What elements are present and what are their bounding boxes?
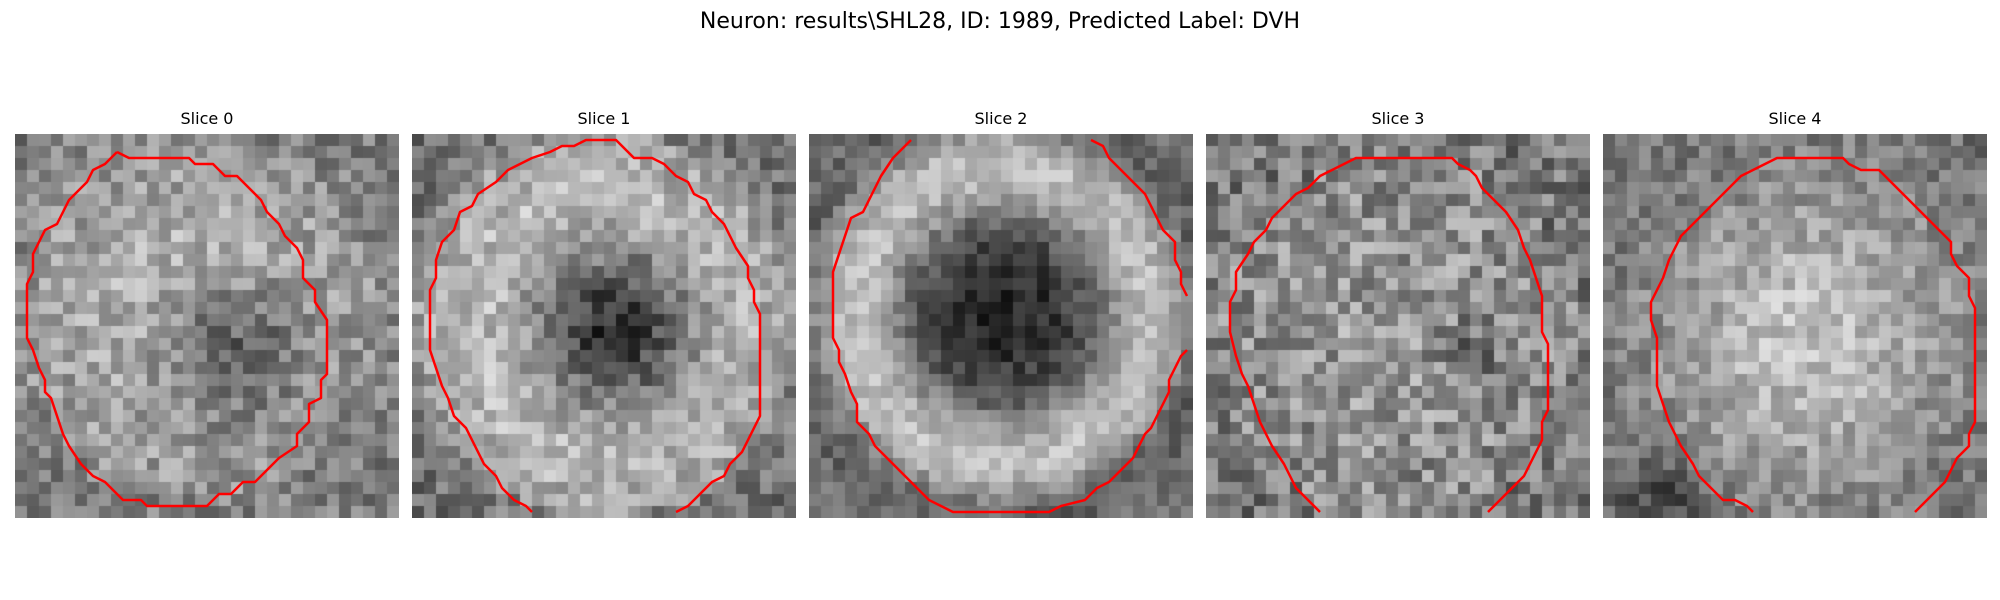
slice-2-contour-line-0: [831, 139, 1188, 514]
slice-panel-1: Slice 1: [412, 108, 796, 518]
slice-2-image: [809, 134, 1193, 518]
slice-1-title: Slice 1: [577, 109, 631, 128]
slice-3-contour: [1228, 156, 1550, 513]
slice-4-title: Slice 4: [1768, 109, 1822, 128]
slice-1-contour: [428, 138, 762, 514]
slice-3-contour-line: [1228, 156, 1550, 513]
slice-panel-4: Slice 4: [1603, 108, 1987, 518]
slice-2-title: Slice 2: [974, 109, 1028, 128]
slice-3-image: [1206, 134, 1590, 518]
slice-2-contour-line-1: [1090, 138, 1189, 297]
slice-panel-2: Slice 2: [809, 108, 1193, 518]
slice-0-image: [15, 134, 399, 518]
slice-4-contour: [1649, 156, 1977, 513]
slice-0-contour: [25, 150, 329, 508]
slice-3-title: Slice 3: [1371, 109, 1425, 128]
slice-panel-3: Slice 3: [1206, 108, 1590, 518]
slice-1-contour-line: [428, 138, 762, 514]
figure-title: Neuron: results\SHL28, ID: 1989, Predict…: [699, 9, 1301, 34]
slice-4-image: [1603, 134, 1987, 518]
slice-0-title: Slice 0: [180, 109, 234, 128]
slice-4-contour-line: [1649, 156, 1977, 513]
slice-2-contour: [831, 138, 1189, 514]
slice-panel-0: Slice 0: [15, 108, 399, 518]
slice-0-contour-line: [25, 150, 329, 508]
